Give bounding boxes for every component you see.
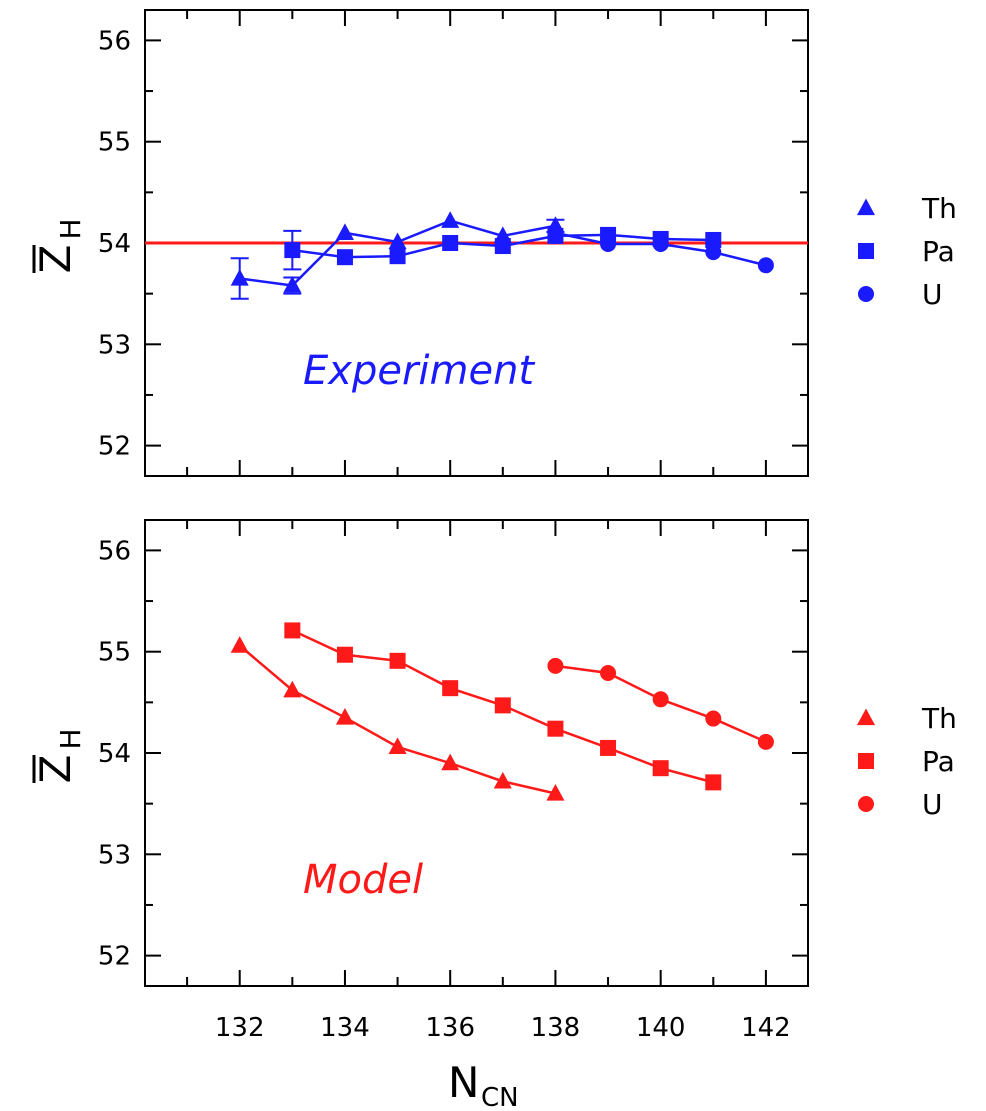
data-point: [389, 652, 406, 669]
data-point: [494, 238, 511, 255]
y-axis-label: ZH: [31, 728, 87, 783]
data-point: [705, 244, 722, 261]
x-tick-label: 138: [531, 1013, 581, 1043]
data-point: [389, 248, 406, 265]
legend-marker: [856, 708, 876, 726]
legend-marker: [858, 286, 874, 302]
y-tick-label: 54: [98, 229, 131, 259]
y-tick-label: 52: [98, 942, 131, 972]
data-point: [652, 760, 669, 777]
y-axis-label-sub: H: [54, 218, 87, 239]
y-tick-label: 56: [98, 26, 131, 56]
data-point: [388, 737, 407, 755]
y-tick-label: 55: [98, 128, 131, 158]
data-point: [388, 232, 407, 250]
x-tick-label: 142: [741, 1013, 791, 1043]
data-point: [335, 708, 354, 725]
legend-label: Pa: [922, 235, 955, 268]
data-point: [493, 771, 512, 789]
data-point: [705, 231, 722, 248]
legend-marker: [856, 198, 876, 216]
y-tick-label: 56: [98, 536, 131, 566]
data-point: [441, 753, 460, 771]
y-axis-label-sub: H: [54, 728, 87, 749]
data-point: [600, 236, 617, 253]
legend-marker: [858, 796, 874, 812]
data-point: [546, 784, 565, 801]
series-u: [547, 224, 774, 274]
x-axis-label-sub: CN: [481, 1083, 519, 1111]
data-point: [442, 680, 459, 697]
data-point: [600, 739, 617, 756]
panel-annotation: Model: [303, 857, 423, 903]
x-tick-label: 134: [320, 1013, 370, 1043]
data-point: [652, 236, 669, 253]
y-axis-label-main: Z: [31, 755, 80, 784]
y-tick-label: 52: [98, 432, 131, 462]
data-point: [441, 211, 460, 228]
x-axis-label-main: N: [448, 1058, 479, 1107]
data-point: [547, 224, 564, 241]
legend-label: U: [922, 788, 943, 821]
panel-annotation: Experiment: [303, 348, 535, 394]
plot-frame: [144, 519, 809, 987]
data-point: [757, 257, 774, 274]
legend-marker: [858, 243, 874, 259]
y-tick-label: 53: [98, 330, 131, 360]
data-point: [283, 276, 302, 293]
data-point: [652, 691, 669, 708]
panel-model: 52 53 54 55 56 Model ZH Th Pa U: [31, 519, 957, 987]
data-point: [283, 680, 302, 698]
data-point: [757, 733, 774, 750]
legend-label: U: [922, 278, 943, 311]
data-point: [284, 622, 301, 639]
data-point: [284, 242, 301, 259]
legend-label: Pa: [922, 745, 955, 778]
x-tick-label: 132: [215, 1013, 265, 1043]
y-axis-label: ZH: [31, 218, 87, 273]
data-point: [547, 720, 564, 737]
series-pa: [284, 622, 722, 791]
data-point: [336, 646, 353, 663]
data-point: [705, 774, 722, 791]
x-tick-label: 136: [425, 1013, 475, 1043]
legend-label: Th: [921, 702, 957, 735]
data-point: [494, 697, 511, 714]
y-tick-label: 53: [98, 840, 131, 870]
legend-label: Th: [921, 192, 957, 225]
data-point: [705, 710, 722, 727]
data-point: [336, 249, 353, 266]
data-point: [335, 223, 354, 240]
data-point: [442, 235, 459, 251]
legend-marker: [858, 753, 874, 769]
series-u: [547, 657, 774, 750]
data-point: [230, 268, 249, 286]
y-tick-label: 55: [98, 638, 131, 668]
x-tick-label: 140: [636, 1013, 686, 1043]
series-th: [230, 636, 565, 801]
y-axis-label-main: Z: [31, 245, 80, 274]
data-point: [547, 657, 564, 674]
panel-experiment: 52 53 54 55 56 Experiment ZH Th Pa U: [31, 9, 957, 477]
data-point: [600, 664, 617, 681]
data-point: [230, 636, 249, 653]
y-tick-label: 54: [98, 739, 131, 769]
